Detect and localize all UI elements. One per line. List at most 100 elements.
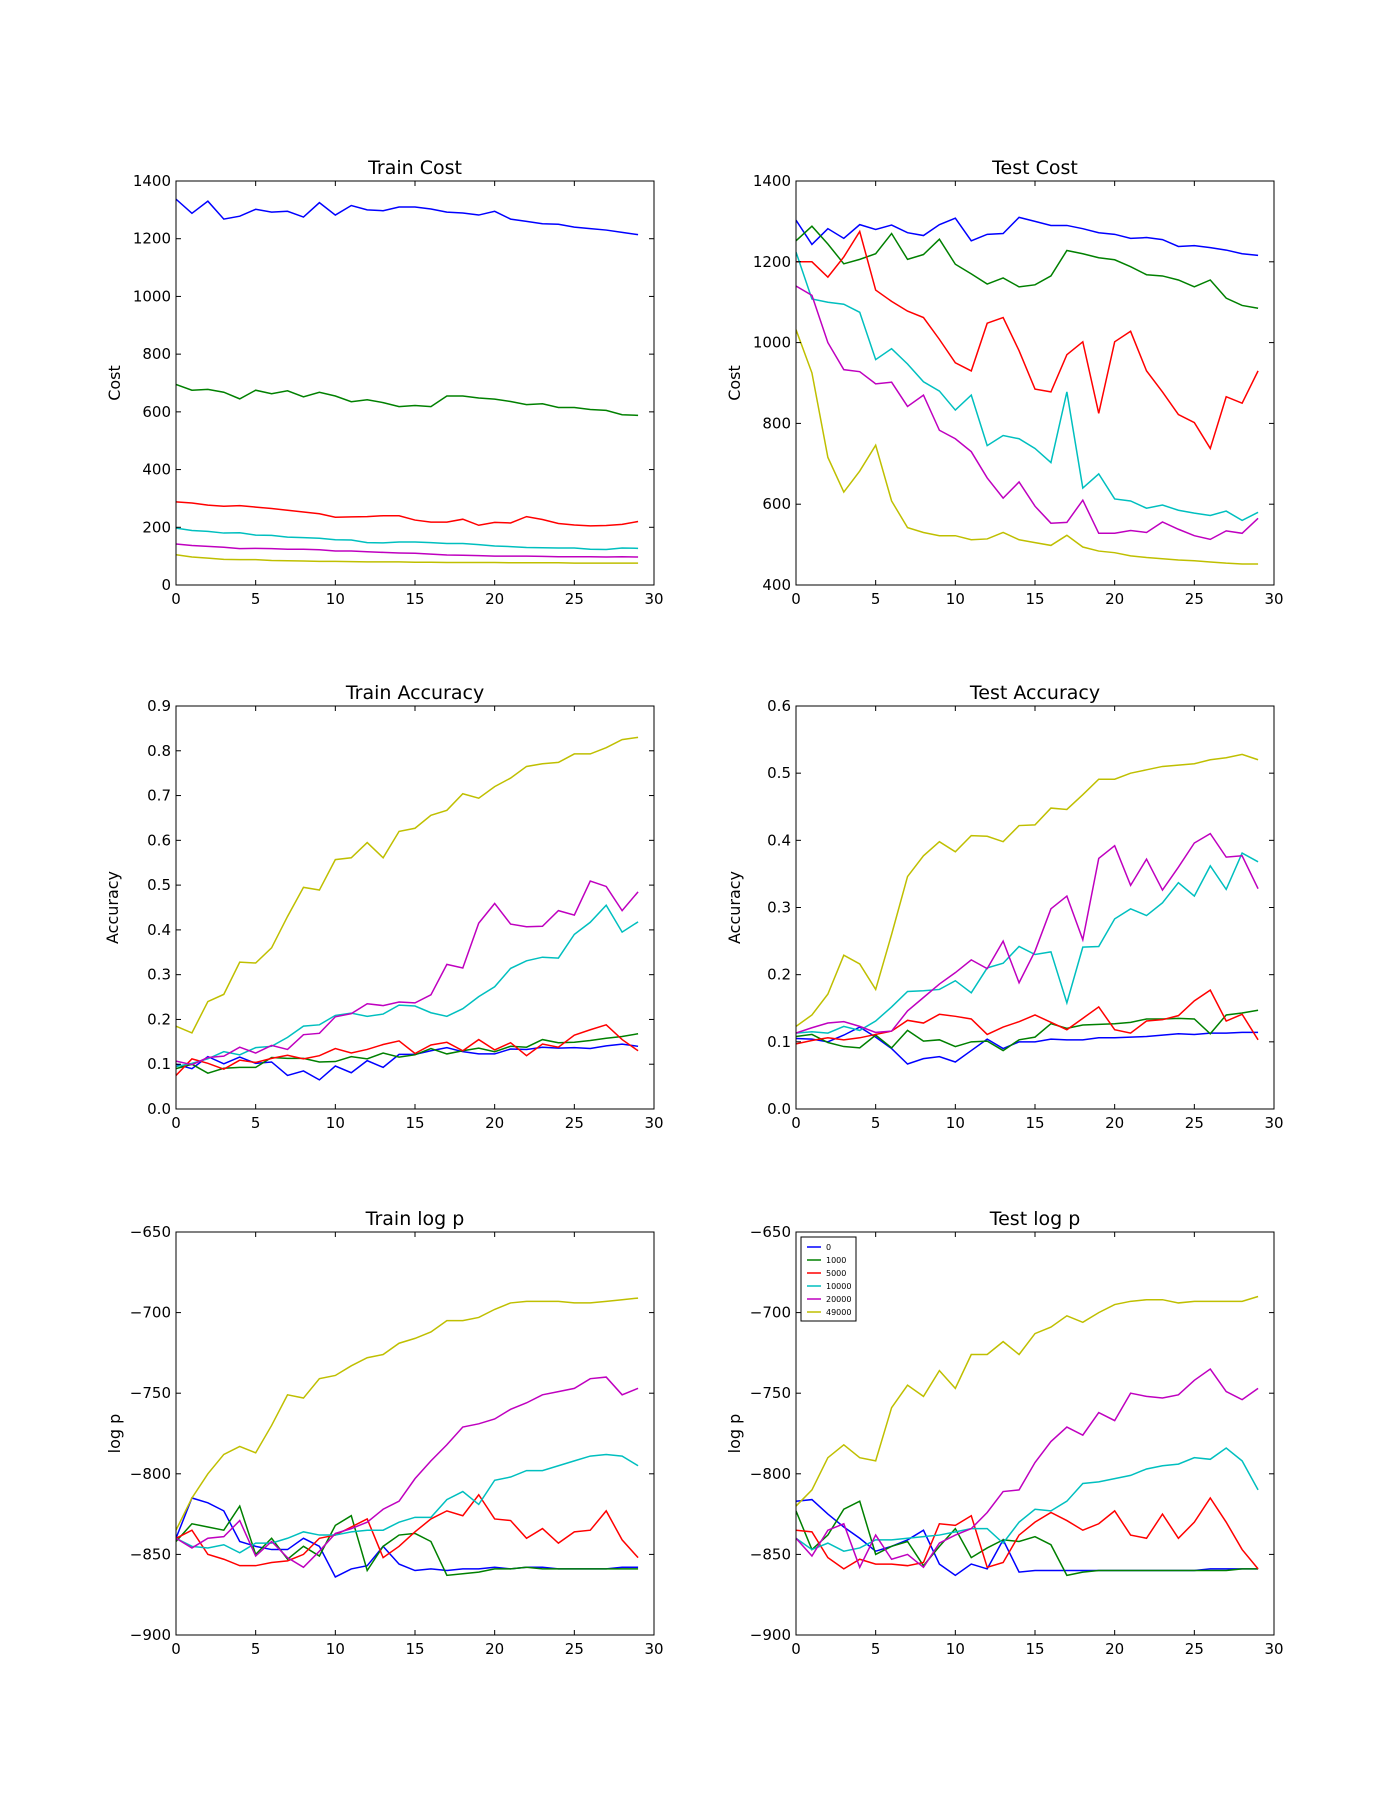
legend-label-5000: 5000	[826, 1269, 846, 1278]
test-accuracy-ylabel: Accuracy	[725, 871, 744, 944]
test-accuracy-series-5000	[796, 989, 1259, 1045]
train-accuracy-ytick-label: 0.6	[147, 831, 171, 849]
legend: 0 1000 5000 10000 20000 49000	[800, 1236, 857, 1322]
test-log-p-ytick-label: −850	[750, 1545, 791, 1563]
test-log-p-series-5000	[796, 1496, 1259, 1570]
test-accuracy-xtick-label: 5	[871, 1114, 881, 1132]
train-log-p-title: Train log p	[365, 1208, 465, 1230]
test-log-p-title: Test log p	[989, 1208, 1081, 1230]
test-accuracy-series-20000	[796, 832, 1259, 1034]
test-log-p-xtick-label: 20	[1105, 1640, 1124, 1658]
test-cost-ytick-label: 400	[762, 576, 791, 594]
test-accuracy-xtick-label: 15	[1025, 1114, 1044, 1132]
train-accuracy-xtick-label: 10	[326, 1114, 345, 1132]
test-accuracy-xtick-label: 10	[946, 1114, 965, 1132]
train-accuracy-series-49000	[176, 736, 639, 1034]
test-accuracy-series-49000	[796, 753, 1259, 1027]
train-accuracy-xtick-label: 15	[405, 1114, 424, 1132]
train-accuracy-ytick-label: 0.5	[147, 876, 171, 894]
train-cost-series-1000	[176, 383, 639, 417]
train-cost-series-5000	[176, 501, 639, 527]
test-accuracy-xtick-label: 25	[1185, 1114, 1204, 1132]
legend-label-1000: 1000	[826, 1256, 846, 1265]
test-cost-xtick-label: 20	[1105, 590, 1124, 608]
train-accuracy-xtick-label: 30	[644, 1114, 663, 1132]
test-log-p-ytick-label: −900	[750, 1626, 791, 1644]
train-accuracy-chart: 0 5 10 15 20 25 30 0.0 0.1 0.2 0.3 0.4 0.5 0.6 0.7 0.8 0…	[103, 682, 664, 1132]
train-log-p-series-20000	[176, 1376, 639, 1569]
train-cost-series-49000	[176, 553, 639, 564]
train-accuracy-series-10000	[176, 904, 639, 1068]
train-cost-ytick-label: 1400	[133, 172, 171, 190]
test-log-p-series-10000	[796, 1447, 1259, 1552]
train-log-p-axes-frame	[175, 1231, 655, 1636]
test-cost-ylabel: Cost	[725, 365, 744, 401]
test-cost-series-10000	[796, 251, 1259, 522]
test-cost-xtick-label: 5	[871, 590, 881, 608]
train-cost-ytick-label: 1200	[133, 230, 171, 248]
train-accuracy-xtick-label: 5	[251, 1114, 261, 1132]
test-accuracy-ytick-label: 0.1	[767, 1033, 791, 1051]
test-cost-xtick-label: 15	[1025, 590, 1044, 608]
train-cost-series-20000	[176, 543, 639, 558]
test-accuracy-xtick-label: 20	[1105, 1114, 1124, 1132]
test-log-p-axes-frame	[795, 1231, 1275, 1636]
train-accuracy-ytick-label: 0.9	[147, 697, 171, 715]
test-log-p-xtick-label: 0	[791, 1640, 801, 1658]
test-cost-ytick-label: 1000	[753, 334, 791, 352]
legend-label-49000: 49000	[826, 1308, 851, 1317]
test-cost-xtick-label: 25	[1185, 590, 1204, 608]
test-log-p-series-0	[796, 1498, 1259, 1577]
test-log-p-series-1000	[796, 1500, 1259, 1577]
train-cost-xtick-label: 5	[251, 590, 261, 608]
test-cost-xtick-label: 10	[946, 590, 965, 608]
test-cost-ytick-label: 800	[762, 414, 791, 432]
test-accuracy-series-10000	[796, 852, 1259, 1034]
train-log-p-ytick-label: −900	[130, 1626, 171, 1644]
test-log-p-series-20000	[796, 1367, 1259, 1570]
test-cost-title: Test Cost	[991, 157, 1078, 179]
test-cost-ytick-label: 1400	[753, 172, 791, 190]
train-log-p-ytick-label: −800	[130, 1465, 171, 1483]
test-log-p-xtick-label: 15	[1025, 1640, 1044, 1658]
test-accuracy-ytick-label: 0.2	[767, 966, 791, 984]
train-cost-title: Train Cost	[367, 157, 462, 179]
train-cost-xtick-label: 20	[485, 590, 504, 608]
train-accuracy-ytick-label: 0.4	[147, 921, 171, 939]
train-log-p-xtick-label: 0	[171, 1640, 181, 1658]
test-cost-series-49000	[796, 329, 1259, 565]
train-log-p-xtick-label: 10	[326, 1640, 345, 1658]
test-cost-ytick-label: 600	[762, 495, 791, 513]
train-accuracy-ytick-label: 0.7	[147, 787, 171, 805]
test-accuracy-series-1000	[796, 1009, 1259, 1052]
test-accuracy-chart: 0 5 10 15 20 25 30 0.0 0.1 0.2 0.3 0.4 0.5 0.6 Test Ac…	[725, 682, 1284, 1132]
train-cost-ytick-label: 1000	[133, 287, 171, 305]
test-cost-axes-frame	[795, 180, 1275, 586]
train-log-p-xtick-label: 5	[251, 1640, 261, 1658]
train-accuracy-ytick-label: 0.3	[147, 966, 171, 984]
train-accuracy-ytick-label: 0.0	[147, 1100, 171, 1118]
legend-label-0: 0	[826, 1243, 831, 1252]
train-log-p-chart: 0 5 10 15 20 25 30 −900 −850 −800 −750 −700 −650 Trai…	[105, 1208, 664, 1658]
train-log-p-xtick-label: 15	[405, 1640, 424, 1658]
test-log-p-xtick-label: 5	[871, 1640, 881, 1658]
test-cost-chart: 0 5 10 15 20 25 30 400 600 800 1000 1200 1400 Test Co…	[725, 157, 1284, 608]
train-accuracy-ytick-label: 0.8	[147, 742, 171, 760]
train-accuracy-xtick-label: 20	[485, 1114, 504, 1132]
test-cost-xtick-label: 0	[791, 590, 801, 608]
test-log-p-ytick-label: −700	[750, 1304, 791, 1322]
test-log-p-xtick-label: 25	[1185, 1640, 1204, 1658]
test-accuracy-series-0	[796, 1026, 1259, 1065]
train-cost-xtick-label: 15	[405, 590, 424, 608]
test-accuracy-ytick-label: 0.4	[767, 831, 791, 849]
test-log-p-ytick-label: −650	[750, 1223, 791, 1241]
train-log-p-ytick-label: −650	[130, 1223, 171, 1241]
train-log-p-ytick-label: −700	[130, 1304, 171, 1322]
train-accuracy-ylabel: Accuracy	[103, 871, 122, 944]
test-cost-series-0	[796, 216, 1259, 257]
train-cost-xtick-label: 0	[171, 590, 181, 608]
train-cost-series-10000	[176, 527, 639, 551]
train-log-p-xtick-label: 30	[644, 1640, 663, 1658]
train-cost-xtick-label: 25	[565, 590, 584, 608]
